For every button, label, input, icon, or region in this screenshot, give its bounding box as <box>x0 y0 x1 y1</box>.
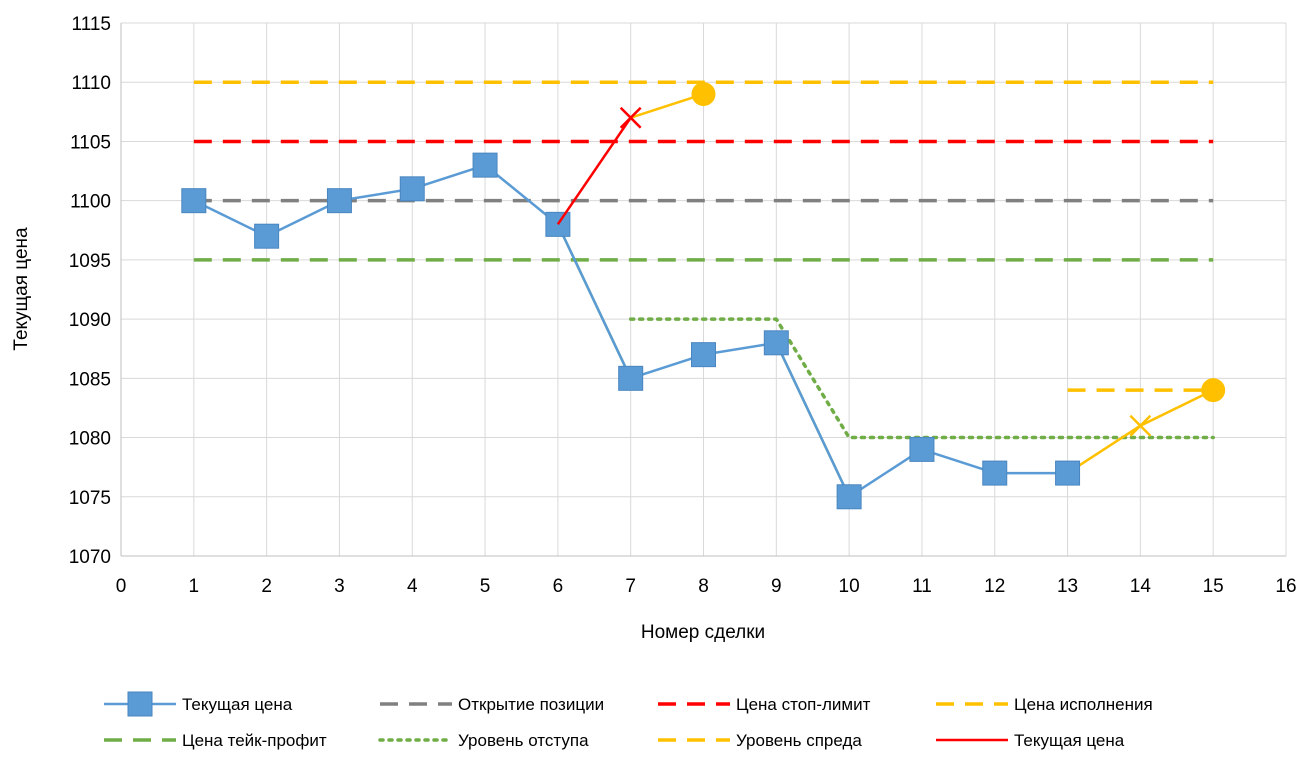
legend-item: Уровень отступа <box>378 731 589 750</box>
data-point-cross-stroke-b <box>1129 414 1152 437</box>
x-axis-title: Номер сделки <box>641 622 765 643</box>
y-tick-label: 1080 <box>69 429 111 450</box>
series-layer <box>181 80 1226 510</box>
legend-label: Цена исполнения <box>1014 695 1153 714</box>
y-tick-label: 1110 <box>72 73 111 94</box>
y-tick-label: 1075 <box>69 488 111 509</box>
legend-item: Цена тейк-профит <box>104 731 327 750</box>
data-point <box>1055 460 1081 486</box>
legend-item: Цена исполнения <box>936 695 1153 714</box>
data-point-end <box>1201 378 1226 403</box>
data-point <box>763 330 789 356</box>
data-point <box>982 460 1008 486</box>
legend-item: Уровень спреда <box>658 731 862 750</box>
legend-item: Открытие позиции <box>380 695 604 714</box>
x-tick-label: 1 <box>189 576 200 597</box>
x-tick-label: 13 <box>1057 576 1078 597</box>
x-tick-label: 14 <box>1130 576 1152 597</box>
data-point <box>691 342 716 368</box>
y-tick-label: 1070 <box>69 547 111 568</box>
data-point-cross <box>1129 414 1152 437</box>
x-tick-label: 16 <box>1275 576 1296 597</box>
x-tick-label: 15 <box>1203 576 1224 597</box>
legend-item: Текущая цена <box>104 691 293 717</box>
legend-marker <box>127 691 153 717</box>
axes <box>120 23 1286 557</box>
x-tick-label: 9 <box>771 576 782 597</box>
legend-label: Уровень спреда <box>736 731 862 750</box>
x-tick-label: 4 <box>407 576 418 597</box>
data-point-end <box>691 82 716 107</box>
series-line <box>628 317 1215 440</box>
legend: Текущая цена Открытие позиции Цена стоп-ли… <box>104 691 1153 750</box>
data-point <box>326 188 352 214</box>
x-tick-label: 3 <box>334 576 345 597</box>
y-tick-label: 1115 <box>72 14 111 35</box>
y-tick-label: 1090 <box>69 310 111 331</box>
legend-label: Текущая цена <box>182 695 293 714</box>
legend-label: Текущая цена <box>1014 731 1125 750</box>
legend-item: Текущая цена <box>936 731 1125 750</box>
data-point-cross <box>619 106 642 129</box>
x-tick-label: 11 <box>912 576 932 597</box>
data-point-cross-stroke-b <box>619 106 642 129</box>
y-tick-label: 1085 <box>69 369 111 390</box>
series-10 <box>181 152 1081 510</box>
x-tick-label: 8 <box>698 576 709 597</box>
tick-labels: 0 1 2 3 4 5 6 7 8 9 10 11 12 13 14 15 161070107510801085… <box>69 14 1297 597</box>
x-tick-label: 5 <box>480 576 491 597</box>
data-point <box>399 176 425 202</box>
y-tick-label: 1095 <box>69 251 111 272</box>
legend-label: Цена тейк-профит <box>182 731 327 750</box>
series-8 <box>630 82 716 119</box>
data-point <box>254 223 280 249</box>
x-tick-label: 2 <box>261 576 272 597</box>
data-point <box>836 484 862 510</box>
data-point <box>909 436 935 462</box>
x-tick-label: 12 <box>984 576 1005 597</box>
legend-label: Уровень отступа <box>458 731 589 750</box>
series-line <box>556 117 632 226</box>
x-tick-label: 0 <box>116 576 127 597</box>
legend-label: Открытие позиции <box>458 695 604 714</box>
y-axis-title: Текущая цена <box>11 227 32 351</box>
legend-label: Цена стоп-лимит <box>736 695 871 714</box>
x-tick-label: 10 <box>839 576 860 597</box>
legend-item: Цена стоп-лимит <box>658 695 871 714</box>
data-point <box>618 365 644 391</box>
x-tick-label: 7 <box>625 576 636 597</box>
data-point <box>472 152 498 178</box>
y-tick-label: 1100 <box>70 192 111 213</box>
series-line <box>630 92 704 119</box>
series-9 <box>1066 378 1226 475</box>
series-11 <box>556 106 642 226</box>
y-tick-label: 1105 <box>70 132 111 153</box>
series-4 <box>628 317 1215 440</box>
x-tick-label: 6 <box>553 576 564 597</box>
data-point <box>181 188 207 214</box>
